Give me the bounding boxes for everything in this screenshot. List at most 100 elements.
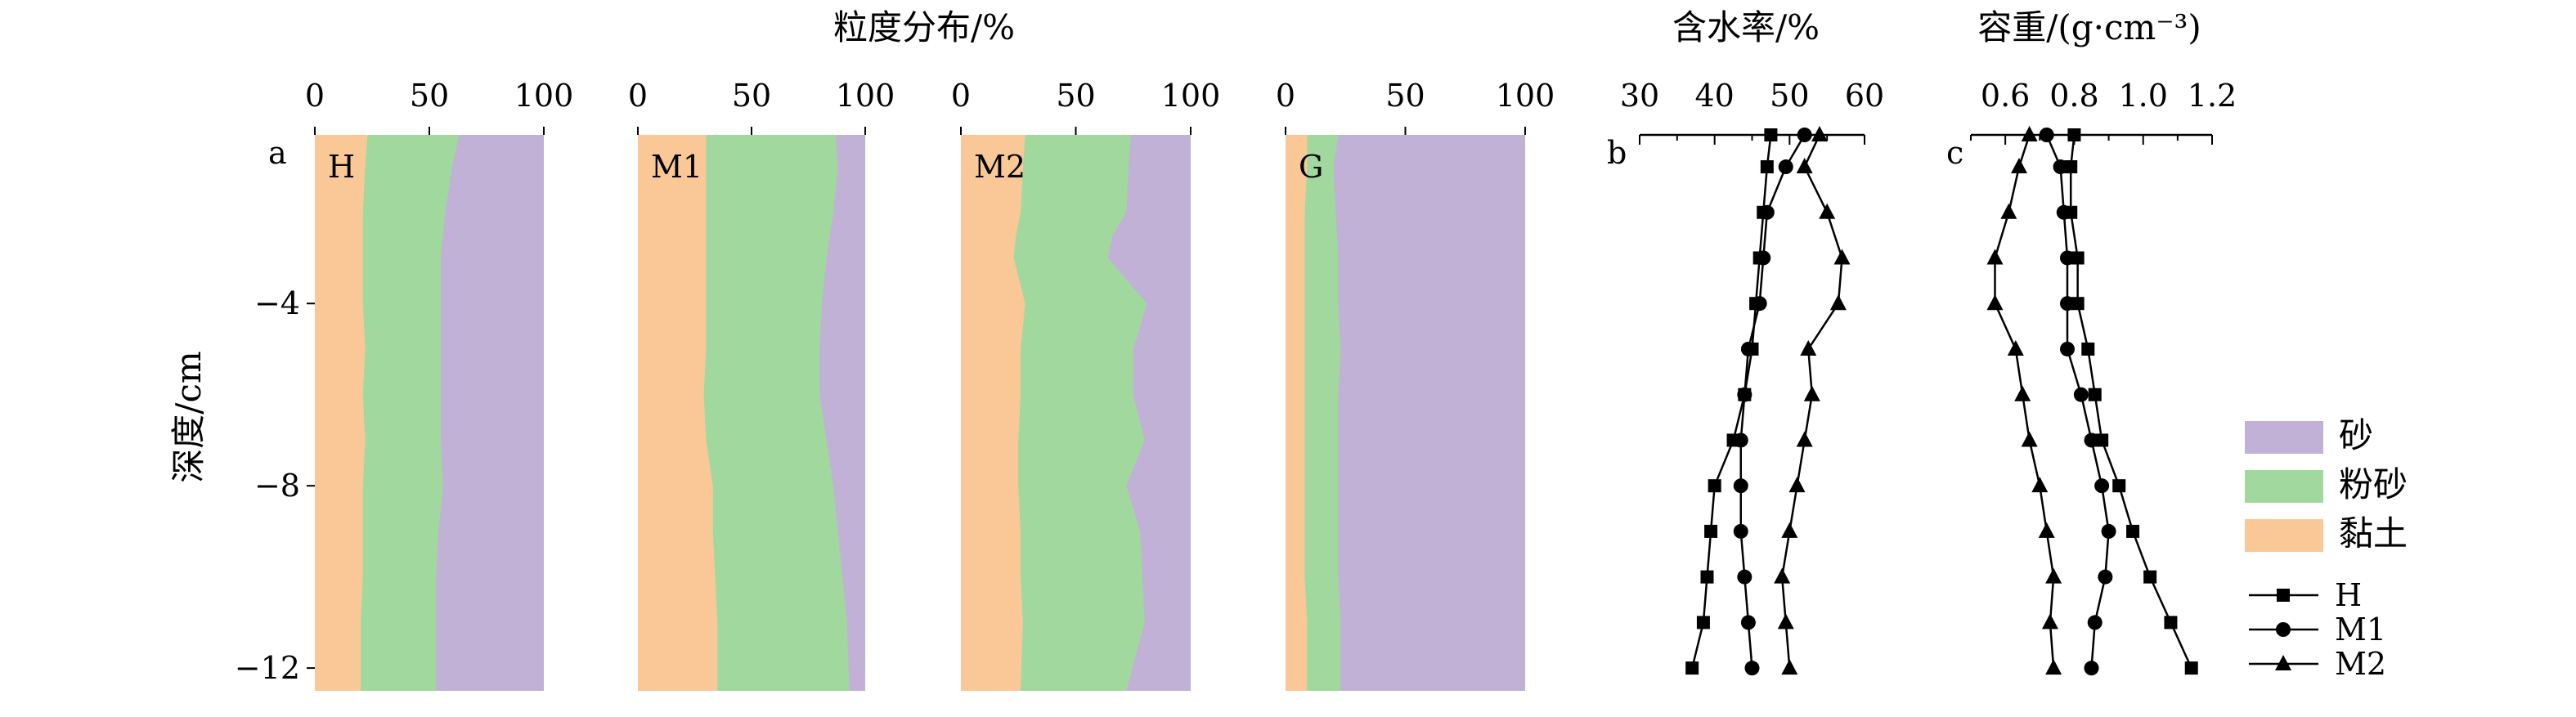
data-point-square [2067, 128, 2081, 141]
legend-label-sand: 砂 [2339, 415, 2373, 455]
clay-area [315, 135, 368, 691]
series-M2 [1774, 126, 1851, 675]
grain-panel-M2: M20 50 100 [951, 78, 1220, 691]
data-point-triangle [2275, 655, 2291, 670]
data-point-circle [1752, 296, 1767, 311]
y-tick-label: −8 [254, 468, 300, 504]
data-point-circle [2094, 478, 2110, 494]
water-content-panel: 30 40 50 60 [1620, 78, 1884, 676]
legend-label-M2: M2 [2335, 646, 2386, 682]
legend-swatch-sand [2245, 421, 2323, 454]
data-point-circle [1733, 478, 1748, 494]
data-point-triangle [2021, 126, 2038, 141]
x-tick-label: 100 [1161, 78, 1221, 114]
grain-size-title: 粒度分布/% [833, 7, 1015, 47]
data-point-circle [1737, 387, 1752, 402]
data-point-triangle [1796, 431, 1813, 447]
data-point-circle [1744, 661, 1760, 676]
line-panels: 30 40 50 60 0.6 0.8 1.0 1.2 [1620, 78, 2237, 676]
data-point-square [2064, 160, 2078, 174]
series-M2 [1986, 126, 2062, 675]
data-point-triangle [2041, 613, 2058, 630]
data-point-triangle [2045, 659, 2062, 675]
data-point-circle [1759, 204, 1775, 220]
data-point-square [2081, 342, 2095, 356]
series-line [2069, 134, 2192, 669]
y-tick-label: −12 [235, 650, 300, 686]
site-label-M2: M2 [974, 149, 1025, 185]
clay-area [1286, 135, 1308, 691]
data-point-square [2143, 570, 2157, 584]
x-tick-label: 50 [1385, 78, 1425, 114]
data-point-triangle [1781, 659, 1798, 675]
legend-label-H: H [2335, 577, 2362, 613]
data-point-triangle [1986, 249, 2004, 265]
bulk-density-panel: 0.6 0.8 1.0 1.2 [1970, 78, 2237, 676]
data-point-circle [2060, 341, 2075, 356]
y-tick-label: −4 [254, 285, 300, 321]
data-point-triangle [1800, 339, 1817, 356]
grain-panel-M1: M10 50 100 [628, 78, 895, 691]
data-point-square [2112, 479, 2126, 493]
data-point-circle [2039, 128, 2054, 142]
x-tick-label: 30 [1620, 78, 1659, 114]
data-point-circle [1733, 432, 1748, 448]
data-point-circle [2098, 569, 2113, 585]
x-tick-label: 1.2 [2188, 78, 2237, 114]
x-tick-label: 100 [514, 78, 574, 114]
data-point-square [2095, 433, 2109, 447]
data-point-circle [2087, 615, 2103, 630]
legend-label-clay: 黏土 [2339, 513, 2408, 553]
data-point-triangle [2014, 385, 2031, 401]
x-tick-label: 40 [1694, 78, 1734, 114]
series-M1 [2039, 128, 2116, 676]
data-point-square [1704, 524, 1718, 538]
site-label-M1: M1 [651, 149, 702, 185]
data-point-square [2088, 388, 2102, 401]
data-point-square [2277, 589, 2290, 602]
data-point-triangle [1788, 477, 1806, 493]
data-point-square [2184, 661, 2198, 675]
data-point-square [2071, 251, 2085, 265]
data-point-triangle [1833, 249, 1851, 265]
data-point-square [1685, 661, 1699, 675]
data-point-circle [1733, 523, 1748, 539]
data-point-square [1696, 616, 1710, 630]
x-tick-label: 100 [836, 78, 895, 114]
site-label-G: G [1299, 149, 1323, 185]
data-point-triangle [1811, 126, 1828, 141]
data-point-triangle [2038, 522, 2055, 538]
data-point-circle [2084, 661, 2099, 676]
data-point-triangle [1819, 203, 1836, 219]
data-point-square [2126, 524, 2140, 538]
data-point-circle [1740, 615, 1756, 630]
data-point-circle [2101, 523, 2116, 539]
data-point-triangle [2000, 203, 2017, 219]
series-M1 [1733, 128, 1812, 676]
data-point-square [1760, 160, 1774, 174]
x-tick-label: 0 [305, 78, 325, 114]
data-point-triangle [1781, 522, 1798, 538]
panel-label-c: c [1946, 135, 1963, 171]
bulk-density-title: 容重/(g·cm⁻³) [1977, 7, 2201, 47]
legend-label-silt: 粉砂 [2339, 464, 2408, 504]
data-point-circle [1756, 250, 1771, 266]
panel-label-b: b [1607, 135, 1627, 171]
x-tick-label: 50 [1770, 78, 1809, 114]
x-tick-label: 50 [732, 78, 771, 114]
x-tick-label: 60 [1845, 78, 1884, 114]
x-tick-label: 0 [1276, 78, 1295, 114]
data-point-square [2071, 297, 2085, 311]
x-tick-label: 1.0 [2118, 78, 2167, 114]
data-point-circle [2056, 204, 2071, 220]
data-point-triangle [2031, 477, 2049, 493]
x-tick-label: 0 [628, 78, 648, 114]
series-H [2064, 128, 2198, 675]
data-point-square [1764, 128, 1778, 141]
data-point-triangle [2021, 431, 2038, 447]
data-point-square [1708, 479, 1721, 493]
data-point-circle [2060, 296, 2075, 311]
data-point-circle [1797, 128, 1812, 142]
